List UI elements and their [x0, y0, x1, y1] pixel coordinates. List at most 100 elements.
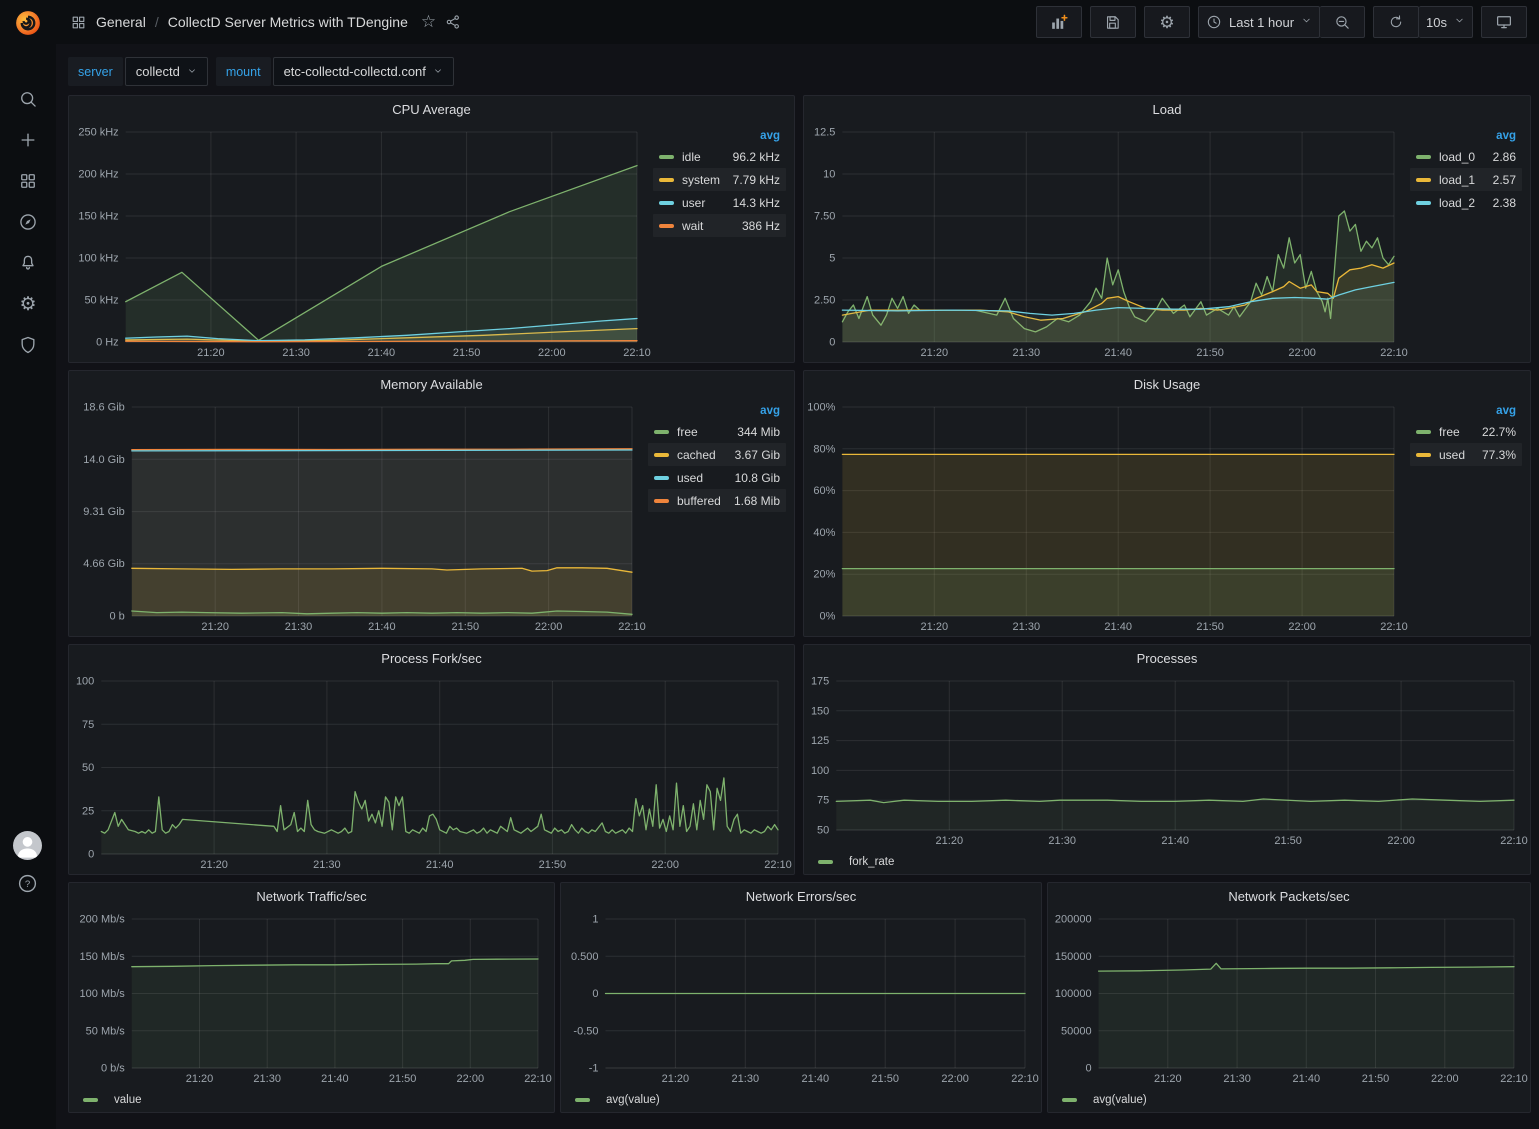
- processes-legend: fork_rate: [804, 850, 1530, 874]
- panel-processes: Processes 507510012515017521:2021:3021:4…: [803, 644, 1531, 875]
- panel-network-packets: Network Packets/sec 05000010000015000020…: [1047, 882, 1531, 1113]
- series-color-swatch: [654, 476, 669, 480]
- panel-network-errors: Network Errors/sec -1-0.5000.500121:2021…: [560, 882, 1042, 1113]
- time-range-picker[interactable]: Last 1 hour: [1198, 6, 1320, 38]
- legend-item-load_0[interactable]: load_02.86: [1410, 145, 1522, 168]
- memory-available-chart[interactable]: 0 b4.66 Gib9.31 Gib14.0 Gib18.6 Gib21:20…: [69, 399, 648, 636]
- svg-text:5: 5: [829, 253, 835, 265]
- legend-item-free[interactable]: free344 Mib: [648, 420, 786, 443]
- series-avg-value: 22.7%: [1482, 425, 1516, 439]
- dashboard-title[interactable]: CollectD Server Metrics with TDengine: [168, 14, 408, 30]
- star-icon[interactable]: ☆: [421, 12, 436, 32]
- series-color-swatch: [83, 1098, 98, 1102]
- svg-text:22:10: 22:10: [618, 621, 646, 633]
- legend-item-user[interactable]: user14.3 kHz: [653, 191, 786, 214]
- panel-title[interactable]: Network Errors/sec: [561, 883, 1041, 911]
- series-name: avg(value): [606, 1094, 660, 1106]
- legend-avg-header[interactable]: avg: [648, 403, 786, 420]
- svg-text:-1: -1: [589, 1063, 599, 1075]
- svg-text:22:00: 22:00: [651, 859, 679, 871]
- network-errors-chart[interactable]: -1-0.5000.500121:2021:3021:4021:5022:002…: [561, 911, 1041, 1088]
- share-icon[interactable]: [445, 14, 461, 30]
- legend-avg-header[interactable]: avg: [1410, 403, 1522, 420]
- user-avatar[interactable]: [13, 831, 42, 860]
- dashboards-grid-icon[interactable]: [17, 170, 39, 192]
- panel-title[interactable]: Memory Available: [69, 371, 794, 399]
- panel-disk-usage: Disk Usage 0%20%40%60%80%100%21:2021:302…: [803, 370, 1531, 637]
- svg-text:21:40: 21:40: [802, 1073, 830, 1085]
- server-admin-shield-icon[interactable]: [17, 334, 39, 356]
- panel-title[interactable]: Process Fork/sec: [69, 645, 794, 673]
- process-fork-chart[interactable]: 025507510021:2021:3021:4021:5022:0022:10: [69, 673, 794, 874]
- series-name: load_1: [1439, 173, 1475, 187]
- chevron-down-icon: [1301, 13, 1312, 31]
- legend-item-cached[interactable]: cached3.67 Gib: [648, 443, 786, 466]
- svg-text:21:20: 21:20: [921, 621, 949, 633]
- network-packets-chart[interactable]: 05000010000015000020000021:2021:3021:402…: [1048, 911, 1530, 1088]
- dashboard-settings-button[interactable]: ⚙: [1144, 6, 1190, 38]
- disk-usage-chart[interactable]: 0%20%40%60%80%100%21:2021:3021:4021:5022…: [804, 399, 1410, 636]
- legend-item-fork_rate[interactable]: fork_rate: [818, 856, 894, 868]
- svg-text:21:30: 21:30: [313, 859, 341, 871]
- series-name: system: [682, 173, 720, 187]
- legend-item-wait[interactable]: wait386 Hz: [653, 214, 786, 237]
- legend-item-load_2[interactable]: load_22.38: [1410, 191, 1522, 214]
- disk-usage-legend: avgfree22.7%used77.3%: [1410, 399, 1530, 636]
- add-panel-button[interactable]: [1036, 6, 1082, 38]
- legend-item-system[interactable]: system7.79 kHz: [653, 168, 786, 191]
- panel-title[interactable]: Processes: [804, 645, 1530, 673]
- processes-chart[interactable]: 507510012515017521:2021:3021:4021:5022:0…: [804, 673, 1530, 850]
- variable-value-server[interactable]: collectd: [125, 57, 208, 86]
- zoom-out-button[interactable]: [1320, 6, 1365, 38]
- legend-item-idle[interactable]: idle96.2 kHz: [653, 145, 786, 168]
- svg-text:21:50: 21:50: [1362, 1073, 1390, 1085]
- refresh-button[interactable]: [1373, 6, 1419, 38]
- svg-text:21:40: 21:40: [1104, 621, 1132, 633]
- breadcrumb-section[interactable]: General: [96, 14, 146, 30]
- panel-title[interactable]: CPU Average: [69, 96, 794, 124]
- panel-title[interactable]: Network Traffic/sec: [69, 883, 554, 911]
- svg-text:21:30: 21:30: [285, 621, 313, 633]
- variable-value-mount[interactable]: etc-collectd-collectd.conf: [273, 57, 454, 86]
- svg-text:10: 10: [823, 169, 835, 181]
- configuration-gear-icon[interactable]: ⚙: [17, 293, 39, 315]
- cycle-view-mode-button[interactable]: [1481, 6, 1527, 38]
- alerting-bell-icon[interactable]: [17, 252, 39, 274]
- svg-text:0.500: 0.500: [571, 951, 599, 963]
- svg-text:50: 50: [817, 825, 829, 837]
- cpu-average-legend: avgidle96.2 kHzsystem7.79 kHzuser14.3 kH…: [653, 124, 794, 362]
- series-name: fork_rate: [849, 856, 894, 868]
- legend-item-free[interactable]: free22.7%: [1410, 420, 1522, 443]
- breadcrumb-separator: /: [155, 14, 159, 30]
- search-icon[interactable]: [17, 88, 39, 110]
- legend-item-value[interactable]: value: [83, 1094, 142, 1106]
- svg-text:21:20: 21:20: [200, 859, 228, 871]
- svg-text:100%: 100%: [807, 402, 835, 414]
- save-dashboard-button[interactable]: [1090, 6, 1136, 38]
- svg-text:0 Hz: 0 Hz: [96, 337, 119, 349]
- legend-avg-header[interactable]: avg: [653, 128, 786, 145]
- svg-text:100 Mb/s: 100 Mb/s: [80, 988, 126, 1000]
- svg-text:150: 150: [811, 705, 829, 717]
- legend-item-load_1[interactable]: load_12.57: [1410, 168, 1522, 191]
- legend-avg-header[interactable]: avg: [1410, 128, 1522, 145]
- load-chart[interactable]: 02.5057.501012.521:2021:3021:4021:5022:0…: [804, 124, 1410, 362]
- series-color-swatch: [654, 499, 669, 503]
- series-name: free: [677, 425, 698, 439]
- explore-compass-icon[interactable]: [17, 211, 39, 233]
- grafana-logo-icon[interactable]: [13, 8, 43, 38]
- legend-item-used[interactable]: used77.3%: [1410, 443, 1522, 466]
- legend-item-avg(value)[interactable]: avg(value): [575, 1094, 660, 1106]
- panel-title[interactable]: Load: [804, 96, 1530, 124]
- legend-item-avg(value)[interactable]: avg(value): [1062, 1094, 1147, 1106]
- legend-item-used[interactable]: used10.8 Gib: [648, 466, 786, 489]
- svg-text:200 kHz: 200 kHz: [78, 169, 118, 181]
- panel-title[interactable]: Disk Usage: [804, 371, 1530, 399]
- cpu-average-chart[interactable]: 0 Hz50 kHz100 kHz150 kHz200 kHz250 kHz21…: [69, 124, 653, 362]
- network-traffic-chart[interactable]: 0 b/s50 Mb/s100 Mb/s150 Mb/s200 Mb/s21:2…: [69, 911, 554, 1088]
- help-icon[interactable]: ?: [17, 873, 38, 899]
- panel-title[interactable]: Network Packets/sec: [1048, 883, 1530, 911]
- refresh-interval-picker[interactable]: 10s: [1419, 6, 1473, 38]
- create-plus-icon[interactable]: [17, 129, 39, 151]
- legend-item-buffered[interactable]: buffered1.68 Mib: [648, 489, 786, 512]
